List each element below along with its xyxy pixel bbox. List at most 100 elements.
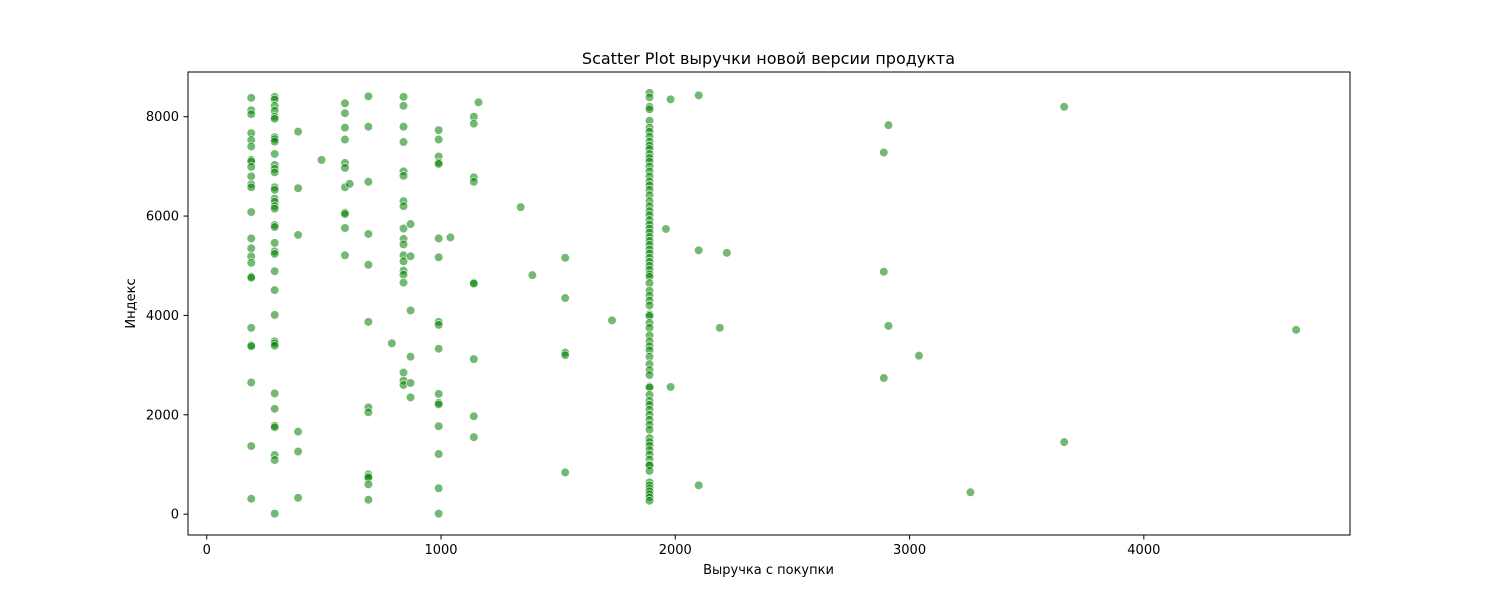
data-point bbox=[398, 122, 409, 132]
data-point bbox=[270, 238, 280, 248]
data-point bbox=[340, 163, 350, 173]
data-point bbox=[340, 209, 350, 219]
data-point bbox=[270, 404, 280, 414]
data-point bbox=[469, 119, 479, 129]
data-point bbox=[405, 352, 416, 362]
data-point bbox=[405, 392, 416, 402]
data-point bbox=[246, 243, 256, 253]
y-tick-label: 2000 bbox=[146, 408, 179, 423]
data-point bbox=[469, 177, 479, 187]
data-point bbox=[469, 411, 479, 421]
data-point bbox=[1291, 325, 1301, 335]
data-point bbox=[246, 341, 256, 351]
y-tick-label: 8000 bbox=[146, 110, 179, 125]
data-point bbox=[363, 495, 373, 505]
data-point bbox=[340, 134, 350, 145]
data-point bbox=[469, 279, 479, 289]
x-tick-label: 4000 bbox=[1127, 543, 1160, 558]
data-point bbox=[434, 159, 444, 169]
data-point bbox=[665, 94, 676, 104]
data-point bbox=[607, 315, 617, 325]
data-point bbox=[293, 230, 303, 240]
y-tick-label: 4000 bbox=[146, 309, 179, 324]
data-point bbox=[246, 323, 256, 333]
data-point bbox=[473, 97, 484, 107]
data-point bbox=[644, 300, 655, 311]
data-point bbox=[246, 93, 256, 103]
data-point bbox=[270, 285, 280, 295]
data-point bbox=[434, 233, 444, 244]
data-point bbox=[270, 509, 280, 519]
data-point bbox=[405, 219, 416, 229]
data-point bbox=[270, 204, 280, 214]
data-point bbox=[879, 373, 889, 383]
data-point bbox=[270, 136, 280, 147]
data-point bbox=[560, 467, 570, 478]
data-point bbox=[434, 252, 444, 262]
data-point bbox=[246, 494, 256, 504]
data-point bbox=[363, 260, 373, 270]
data-point bbox=[293, 446, 303, 457]
data-point bbox=[270, 222, 280, 232]
data-point bbox=[434, 320, 444, 330]
data-point bbox=[398, 239, 409, 249]
data-point bbox=[246, 171, 256, 181]
data-point bbox=[445, 232, 455, 243]
data-point bbox=[398, 92, 409, 102]
data-point bbox=[398, 223, 409, 234]
data-point bbox=[316, 155, 327, 165]
data-point bbox=[293, 493, 303, 503]
data-point bbox=[694, 90, 704, 100]
data-point bbox=[293, 183, 303, 193]
data-point bbox=[246, 207, 256, 217]
data-point bbox=[469, 432, 479, 442]
data-point bbox=[644, 92, 655, 102]
data-point bbox=[644, 496, 655, 506]
data-point bbox=[246, 377, 256, 388]
data-point bbox=[246, 141, 256, 152]
points-layer bbox=[246, 88, 1301, 519]
data-point bbox=[387, 338, 397, 348]
data-point bbox=[270, 266, 280, 276]
data-point bbox=[469, 354, 479, 364]
data-point bbox=[270, 422, 280, 432]
data-point bbox=[270, 310, 280, 320]
data-point bbox=[363, 407, 373, 417]
data-point bbox=[434, 399, 444, 409]
data-point bbox=[270, 114, 280, 124]
data-point bbox=[340, 98, 350, 108]
data-point bbox=[398, 171, 409, 181]
data-point bbox=[246, 258, 256, 268]
x-axis-ticks: 0 1000 2000 3000 4000 bbox=[203, 535, 1160, 558]
x-tick-label: 3000 bbox=[893, 543, 926, 558]
data-point bbox=[246, 182, 256, 192]
x-tick-label: 1000 bbox=[424, 543, 457, 558]
data-point bbox=[246, 273, 256, 283]
data-point bbox=[914, 351, 924, 361]
data-point bbox=[1059, 437, 1069, 447]
data-point bbox=[644, 370, 655, 380]
data-point bbox=[398, 278, 409, 288]
data-point bbox=[398, 101, 409, 111]
data-point bbox=[270, 341, 280, 351]
data-point bbox=[434, 483, 444, 493]
data-point bbox=[363, 479, 373, 489]
data-point bbox=[560, 293, 570, 303]
x-axis-label: Выручка с покупки bbox=[703, 563, 834, 578]
data-point bbox=[879, 267, 889, 277]
data-point bbox=[434, 134, 444, 145]
data-point bbox=[363, 229, 373, 239]
data-point bbox=[293, 127, 303, 137]
data-point bbox=[883, 321, 894, 331]
chart-title: Scatter Plot выручки новой версии продук… bbox=[582, 49, 955, 68]
data-point bbox=[661, 224, 671, 234]
data-point bbox=[644, 104, 655, 114]
data-point bbox=[516, 202, 526, 212]
data-point bbox=[694, 245, 704, 255]
data-point bbox=[340, 108, 350, 118]
data-point bbox=[879, 147, 889, 158]
x-tick-label: 0 bbox=[203, 543, 211, 558]
data-point bbox=[715, 323, 725, 333]
data-point bbox=[405, 305, 416, 316]
